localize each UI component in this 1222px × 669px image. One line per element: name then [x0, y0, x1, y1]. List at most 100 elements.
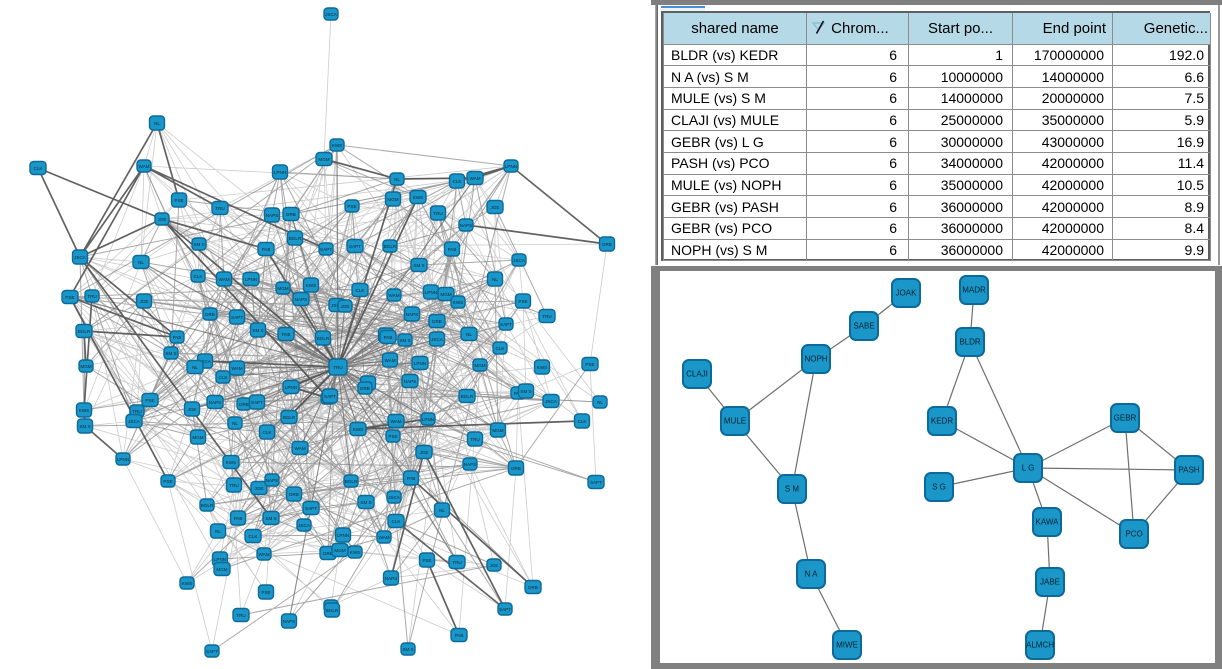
svg-text:JSCA: JSCA — [388, 495, 401, 500]
svg-text:MADR: MADR — [962, 286, 986, 295]
svg-text:MGM: MGM — [474, 363, 485, 368]
svg-text:LPNN: LPNN — [337, 533, 349, 538]
svg-text:MGM: MGM — [492, 428, 503, 433]
svg-text:KWS: KWS — [79, 408, 89, 413]
svg-text:NL: NL — [439, 508, 445, 513]
svg-text:SAPT: SAPT — [349, 244, 361, 249]
svg-text:DRB: DRB — [528, 585, 538, 590]
svg-text:PCO: PCO — [1125, 530, 1142, 539]
svg-text:JGE: JGE — [140, 299, 149, 304]
svg-text:DRB: DRB — [205, 312, 215, 317]
svg-text:CLK: CLK — [392, 519, 402, 524]
svg-text:SM S: SM S — [79, 424, 90, 429]
svg-text:DRB: DRB — [239, 402, 249, 407]
svg-text:KWS: KWS — [453, 300, 463, 305]
svg-text:TRU: TRU — [470, 437, 479, 442]
svg-text:JABE: JABE — [1040, 578, 1060, 587]
svg-text:KWS: KWS — [306, 283, 316, 288]
svg-text:PAB: PAB — [173, 335, 182, 340]
svg-text:TRU: TRU — [215, 206, 224, 211]
svg-text:NAPS: NAPS — [464, 462, 477, 467]
svg-text:WAM: WAM — [218, 277, 229, 282]
svg-text:PAB: PAB — [448, 247, 457, 252]
svg-text:MGM: MGM — [216, 567, 227, 572]
svg-text:N A: N A — [805, 570, 819, 579]
svg-text:NAPS: NAPS — [209, 400, 222, 405]
svg-text:NAPS: NAPS — [266, 213, 279, 218]
svg-text:CLK: CLK — [34, 166, 44, 171]
svg-text:NAPS: NAPS — [283, 619, 296, 624]
svg-text:PSE: PSE — [261, 590, 270, 595]
svg-text:NAPS: NAPS — [295, 297, 308, 302]
svg-text:JGE: JGE — [420, 450, 429, 455]
svg-text:JSCA: JSCA — [431, 337, 444, 342]
svg-text:SAPT: SAPT — [206, 649, 218, 654]
svg-text:WAM: WAM — [388, 293, 399, 298]
svg-text:PASH: PASH — [1178, 466, 1199, 475]
svg-text:KWS: KWS — [537, 365, 547, 370]
svg-text:LPNN: LPNN — [245, 277, 257, 282]
svg-text:SAPT: SAPT — [305, 506, 317, 511]
svg-text:JSCA: JSCA — [128, 419, 141, 424]
svg-text:BGLR: BGLR — [461, 394, 474, 399]
svg-text:JSCA: JSCA — [513, 258, 526, 263]
svg-text:TRU: TRU — [236, 613, 245, 618]
svg-text:PAB: PAB — [282, 332, 291, 337]
svg-text:PSE: PSE — [388, 434, 397, 439]
svg-text:NL: NL — [597, 400, 603, 405]
svg-text:JGE: JGE — [490, 563, 499, 568]
svg-text:SAPT: SAPT — [590, 480, 602, 485]
svg-text:CLK: CLK — [578, 419, 588, 424]
svg-text:KWS: KWS — [350, 550, 360, 555]
svg-text:SM S: SM S — [193, 242, 204, 247]
svg-text:S G: S G — [932, 483, 946, 492]
svg-text:JSCA: JSCA — [325, 12, 338, 17]
svg-text:SAPT: SAPT — [320, 247, 332, 252]
svg-text:WAM: WAM — [384, 358, 395, 363]
svg-text:SM S: SM S — [265, 516, 276, 521]
svg-text:SM S: SM S — [402, 647, 413, 652]
svg-text:PAB: PAB — [455, 633, 464, 638]
svg-text:BGLR: BGLR — [384, 244, 397, 249]
svg-text:KAWA: KAWA — [1036, 518, 1060, 527]
svg-text:SM S: SM S — [520, 389, 531, 394]
svg-text:NL: NL — [492, 277, 498, 282]
svg-text:MGM: MGM — [80, 364, 91, 369]
svg-text:MGM: MGM — [387, 197, 398, 202]
svg-text:PSE: PSE — [163, 479, 172, 484]
svg-text:WAM: WAM — [378, 535, 389, 540]
svg-text:CLK: CLK — [249, 534, 259, 539]
svg-text:TRU: TRU — [229, 483, 238, 488]
svg-text:JGE: JGE — [255, 486, 264, 491]
svg-text:CLK: CLK — [219, 375, 229, 380]
svg-text:PAB: PAB — [384, 335, 393, 340]
svg-text:MGM: MGM — [277, 286, 288, 291]
svg-text:JOAK: JOAK — [896, 289, 918, 298]
svg-text:JGE: JGE — [491, 205, 500, 210]
svg-text:SAPT: SAPT — [500, 322, 512, 327]
svg-text:MGM: MGM — [440, 292, 451, 297]
svg-text:PSE: PSE — [422, 558, 431, 563]
svg-text:NAPS: NAPS — [404, 379, 417, 384]
svg-text:TRU: TRU — [333, 365, 342, 370]
svg-text:LPNN: LPNN — [274, 170, 286, 175]
svg-text:NL: NL — [192, 365, 198, 370]
svg-text:CLK: CLK — [356, 288, 366, 293]
svg-text:KWS: KWS — [226, 460, 236, 465]
svg-text:PAB: PAB — [234, 516, 243, 521]
svg-text:DRB: DRB — [602, 242, 612, 247]
svg-text:NOPH: NOPH — [804, 355, 827, 364]
svg-text:SAPT: SAPT — [499, 607, 511, 612]
svg-text:DRB: DRB — [511, 466, 521, 471]
svg-text:DRB: DRB — [286, 212, 296, 217]
svg-text:L G: L G — [1022, 464, 1035, 473]
svg-text:KWS: KWS — [353, 427, 363, 432]
svg-text:PSE: PSE — [585, 362, 594, 367]
svg-text:BGLR: BGLR — [201, 503, 214, 508]
svg-text:MGM: MGM — [192, 435, 203, 440]
svg-text:SM S: SM S — [360, 500, 371, 505]
svg-text:GEBR: GEBR — [1114, 414, 1137, 423]
svg-text:SAPT: SAPT — [251, 400, 263, 405]
svg-text:WAM: WAM — [231, 366, 242, 371]
svg-text:MULE: MULE — [724, 417, 746, 426]
